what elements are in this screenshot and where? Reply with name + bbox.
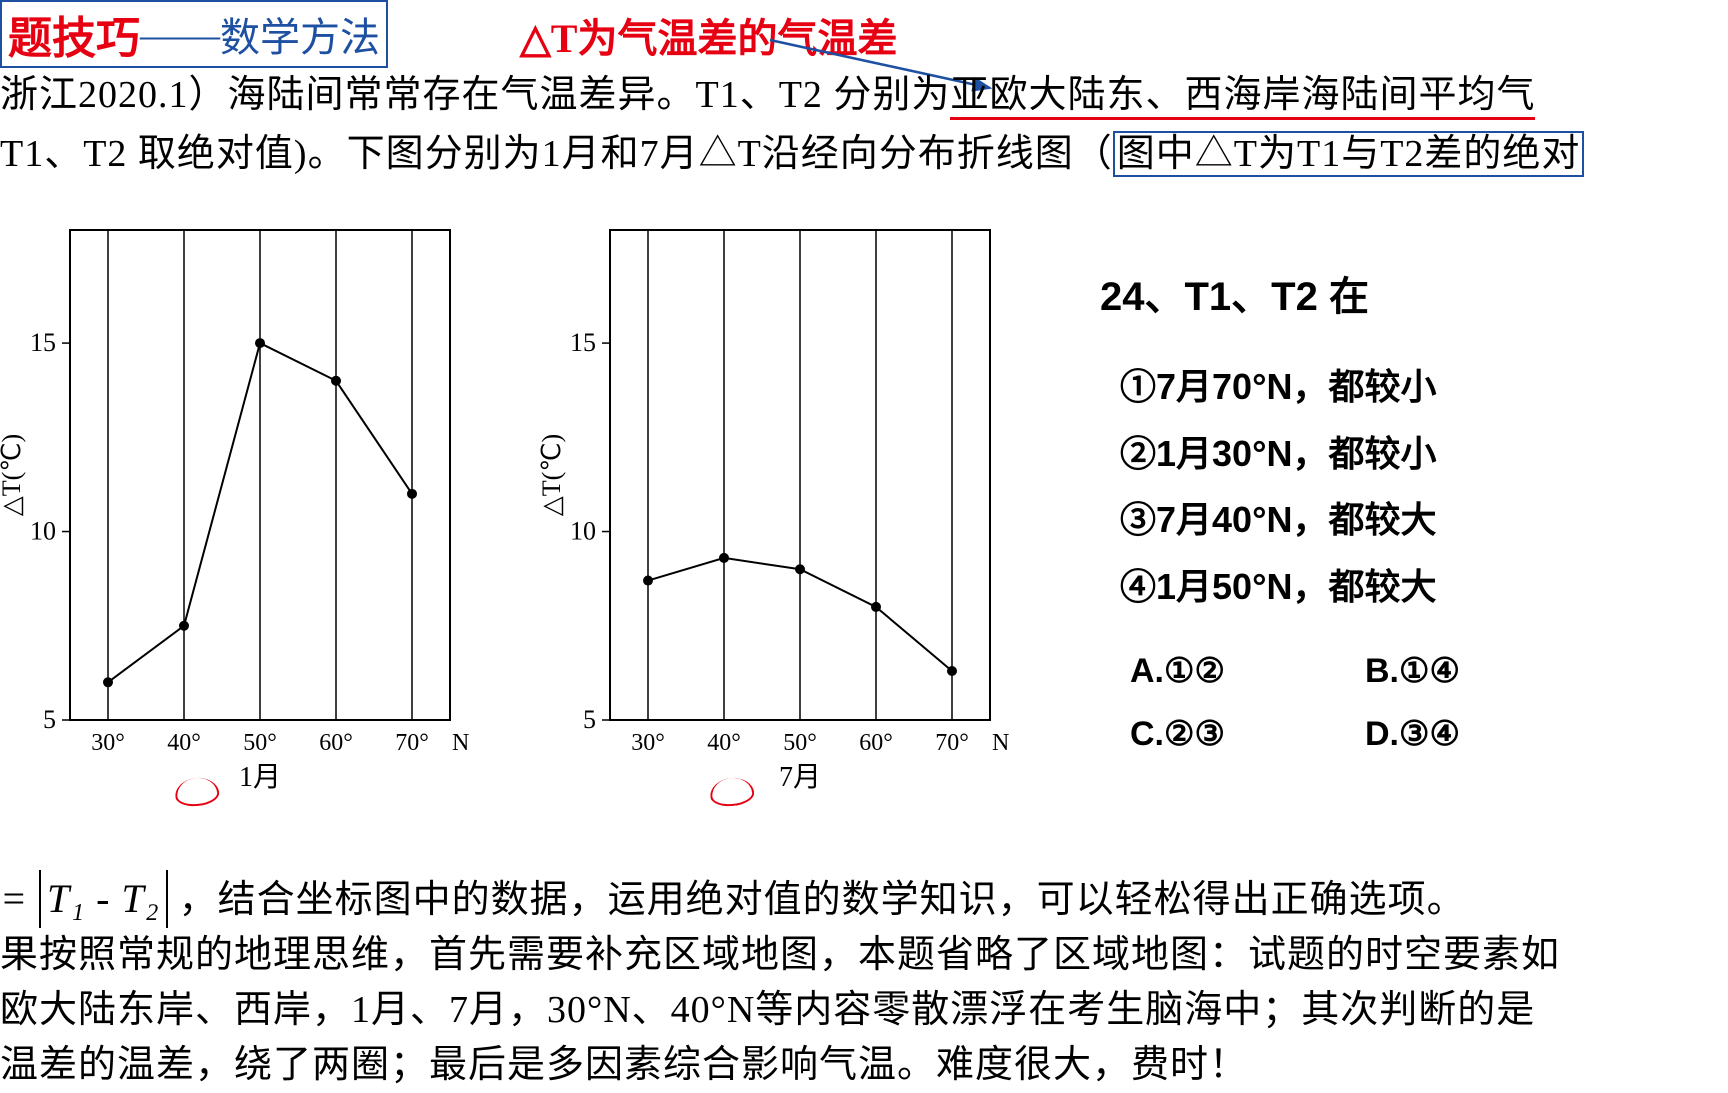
svg-text:15: 15 bbox=[30, 328, 56, 357]
header-box: 题技巧 —— 数学方法 bbox=[0, 0, 388, 68]
q24-title: 24、T1、T2 在 bbox=[1100, 260, 1460, 334]
bottom-line3: 欧大陆东岸、西岸，1月、7月，30°N、40°N等内容零散漂浮在考生脑海中；其次… bbox=[0, 989, 1535, 1031]
svg-text:70°: 70° bbox=[935, 730, 969, 756]
svg-text:△T(℃): △T(℃) bbox=[0, 434, 26, 516]
svg-text:30°: 30° bbox=[631, 730, 665, 756]
formula-eq: = bbox=[0, 876, 28, 921]
svg-text:60°: 60° bbox=[859, 730, 893, 756]
chart-july: 5 10 15 30° 40° 50° 60° 70° N 7月 △T(℃) bbox=[540, 210, 1010, 815]
svg-text:70°: 70° bbox=[395, 730, 429, 756]
header-red: 题技巧 bbox=[8, 2, 140, 66]
svg-text:N: N bbox=[452, 730, 469, 756]
explanation-text: = T₁ - T₂ ，结合坐标图中的数据，运用绝对值的数学知识，可以轻松得出正确… bbox=[0, 870, 1728, 1093]
svg-text:30°: 30° bbox=[91, 730, 125, 756]
formula-abs: T₁ - T₂ bbox=[39, 870, 168, 928]
svg-text:7月: 7月 bbox=[779, 762, 821, 793]
underline-phrase: 亚欧大陆东、西海岸海陆间平均气 bbox=[950, 74, 1535, 120]
chart-january: 5 10 15 30° 40° 50° 60° 70° N 1月 △T(℃) bbox=[0, 210, 470, 815]
formula: = T₁ - T₂ bbox=[0, 876, 179, 921]
q24-opt3: ③7月40°N，都较大 bbox=[1120, 487, 1460, 554]
q24-A: A.①② bbox=[1130, 640, 1225, 703]
svg-text:1月: 1月 bbox=[239, 762, 281, 793]
q24-D: D.③④ bbox=[1365, 703, 1460, 766]
svg-text:10: 10 bbox=[570, 517, 596, 546]
bottom-line2: 果按照常规的地理思维，首先需要补充区域地图，本题省略了区域地图：试题的时空要素如 bbox=[0, 934, 1560, 976]
question-24: 24、T1、T2 在 ①7月70°N，都较小 ②1月30°N，都较小 ③7月40… bbox=[1100, 260, 1460, 766]
question-text: 浙江2020.1）海陆间常常存在气温差异。T1、T2 分别为亚欧大陆东、西海岸海… bbox=[0, 66, 1728, 184]
question-line1a: 浙江2020.1）海陆间常常存在气温差异。T1、T2 分别为 bbox=[0, 74, 950, 116]
header-dash: —— bbox=[140, 11, 220, 58]
title-red: △T为气温差的气温差 bbox=[520, 6, 897, 64]
q24-opt1: ①7月70°N，都较小 bbox=[1120, 354, 1460, 421]
svg-text:40°: 40° bbox=[707, 730, 741, 756]
question-line2a: T1、T2 取绝对值)。下图分别为1月和7月△T沿经向分布折线图（ bbox=[0, 133, 1113, 175]
svg-text:60°: 60° bbox=[319, 730, 353, 756]
svg-text:15: 15 bbox=[570, 328, 596, 357]
header-blue: 数学方法 bbox=[220, 5, 380, 63]
q24-C: C.②③ bbox=[1130, 703, 1225, 766]
svg-text:50°: 50° bbox=[243, 730, 277, 756]
svg-text:40°: 40° bbox=[167, 730, 201, 756]
svg-text:5: 5 bbox=[583, 705, 596, 734]
q24-opt2: ②1月30°N，都较小 bbox=[1120, 421, 1460, 488]
svg-text:50°: 50° bbox=[783, 730, 817, 756]
svg-text:5: 5 bbox=[43, 705, 56, 734]
q24-B: B.①④ bbox=[1365, 640, 1460, 703]
q24-opt4: ④1月50°N，都较大 bbox=[1120, 554, 1460, 621]
svg-text:10: 10 bbox=[30, 517, 56, 546]
boxed-phrase: 图中△T为T1与T2差的绝对 bbox=[1113, 131, 1585, 177]
bottom-line1: ，结合坐标图中的数据，运用绝对值的数学知识，可以轻松得出正确选项。 bbox=[179, 879, 1466, 921]
svg-text:N: N bbox=[992, 730, 1009, 756]
svg-text:△T(℃): △T(℃) bbox=[540, 434, 566, 516]
